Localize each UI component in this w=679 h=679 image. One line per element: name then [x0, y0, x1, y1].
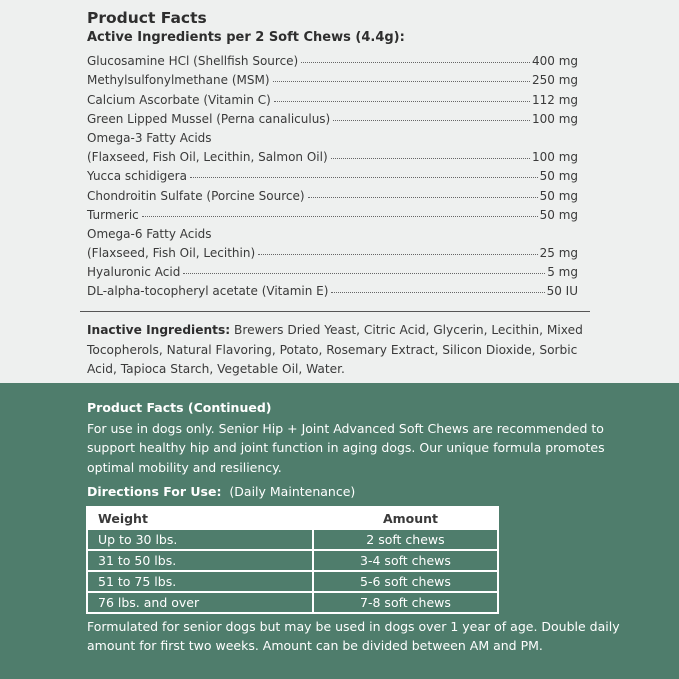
ingredient-row: DL-alpha-tocopheryl acetate (Vitamin E) 5… [87, 279, 578, 298]
dot-leader [272, 81, 530, 83]
table-row: 31 to 50 lbs. 3-4 soft chews [88, 551, 497, 570]
dot-leader [183, 273, 546, 275]
ingredient-name: Omega-6 Fatty Acids [87, 226, 212, 241]
ingredient-amount: 100 mg [531, 111, 578, 126]
table-row: 51 to 75 lbs. 5-6 soft chews [88, 572, 497, 591]
weight-cell: 31 to 50 lbs. [88, 551, 312, 570]
ingredient-row: Omega-3 Fatty Acids [87, 126, 578, 145]
description: For use in dogs only. Senior Hip + Joint… [87, 421, 605, 475]
footer-note: Formulated for senior dogs but may be us… [87, 619, 620, 654]
dot-leader [258, 254, 538, 256]
ingredient-name: Hyaluronic Acid [87, 265, 181, 280]
table-row: Up to 30 lbs. 2 soft chews [88, 530, 497, 549]
ingredient-amount: 5 mg [547, 265, 578, 280]
ingredient-amount: 50 mg [539, 169, 578, 184]
directions-heading: Directions For Use: (Daily Maintenance) [87, 484, 355, 499]
inactive-label: Inactive Ingredients: [87, 323, 231, 337]
ingredient-amount: 100 mg [531, 150, 578, 165]
ingredient-name: Turmeric [87, 207, 139, 222]
amount-cell: 2 soft chews [313, 530, 497, 549]
product-facts-panel: Product Facts Active Ingredients per 2 S… [80, 9, 590, 380]
ingredient-row: Hyaluronic Acid 5 mg [87, 260, 578, 279]
ingredient-name: Yucca schidigera [87, 169, 187, 184]
ingredient-row: Glucosamine HCl (Shellfish Source) 400 mg [87, 49, 578, 68]
ingredient-name: (Flaxseed, Fish Oil, Lecithin, Salmon Oi… [87, 150, 328, 165]
dot-leader [331, 292, 545, 294]
amount-cell: 7-8 soft chews [313, 593, 497, 612]
dot-leader [333, 119, 530, 121]
ingredient-row: Chondroitin Sulfate (Porcine Source) 50 m… [87, 183, 578, 203]
ingredient-row: Green Lipped Mussel (Perna canaliculus) 1… [87, 107, 578, 126]
dot-leader [189, 177, 538, 179]
ingredient-amount: 400 mg [531, 54, 578, 69]
active-ingredients-heading: Active Ingredients per 2 Soft Chews (4.4… [87, 30, 405, 45]
directions-note: (Daily Maintenance) [229, 484, 356, 499]
ingredient-list: Glucosamine HCl (Shellfish Source) 400 mg… [87, 49, 578, 298]
divider [80, 311, 590, 312]
dot-leader [330, 158, 530, 160]
amount-cell: 5-6 soft chews [313, 572, 497, 591]
directions-label: Directions For Use: [87, 484, 222, 499]
dot-leader [301, 62, 530, 64]
dot-leader [307, 196, 538, 198]
ingredient-name: (Flaxseed, Fish Oil, Lecithin) [87, 246, 256, 261]
ingredient-name: Omega-3 Fatty Acids [87, 130, 212, 145]
weight-cell: 76 lbs. and over [88, 593, 312, 612]
ingredient-amount: 25 mg [539, 246, 578, 261]
inactive-ingredients: Inactive Ingredients: Brewers Dried Yeas… [87, 321, 587, 380]
header-amount: Amount [313, 508, 497, 528]
ingredient-name: Methylsulfonylmethane (MSM) [87, 73, 270, 88]
ingredient-row: Yucca schidigera 50 mg [87, 164, 578, 183]
ingredient-name: Glucosamine HCl (Shellfish Source) [87, 54, 299, 69]
ingredient-row: Calcium Ascorbate (Vitamin C) 112 mg [87, 87, 578, 107]
header-weight: Weight [88, 508, 312, 528]
ingredient-amount: 50 mg [539, 207, 578, 222]
table-row: 76 lbs. and over 7-8 soft chews [88, 593, 497, 612]
ingredient-amount: 112 mg [531, 92, 578, 107]
ingredient-row: (Flaxseed, Fish Oil, Lecithin, Salmon Oi… [87, 145, 578, 164]
continued-panel: Product Facts (Continued) For use in dog… [0, 383, 679, 679]
ingredient-name: Calcium Ascorbate (Vitamin C) [87, 92, 271, 107]
ingredient-amount: 50 mg [539, 188, 578, 203]
ingredient-row: Omega-6 Fatty Acids [87, 222, 578, 241]
product-facts-title: Product Facts [87, 9, 207, 27]
inactive-text: Brewers Dried Yeast, Citric Acid, Glycer… [87, 323, 583, 376]
ingredient-row: Turmeric 50 mg [87, 203, 578, 222]
ingredient-row: (Flaxseed, Fish Oil, Lecithin) 25 mg [87, 241, 578, 260]
weight-cell: 51 to 75 lbs. [88, 572, 312, 591]
continued-title: Product Facts (Continued) [87, 400, 272, 415]
amount-cell: 3-4 soft chews [313, 551, 497, 570]
ingredient-amount: 250 mg [531, 73, 578, 88]
ingredient-name: DL-alpha-tocopheryl acetate (Vitamin E) [87, 284, 329, 299]
weight-cell: Up to 30 lbs. [88, 530, 312, 549]
ingredient-name: Chondroitin Sulfate (Porcine Source) [87, 188, 305, 203]
dosage-table: Weight Amount Up to 30 lbs. 2 soft chews 3… [86, 506, 499, 614]
table-header-row: Weight Amount [88, 508, 497, 528]
ingredient-row: Methylsulfonylmethane (MSM) 250 mg [87, 68, 578, 87]
dot-leader [141, 215, 538, 217]
ingredient-name: Green Lipped Mussel (Perna canaliculus) [87, 111, 331, 126]
ingredient-amount: 50 IU [546, 284, 578, 299]
dot-leader [273, 100, 530, 102]
